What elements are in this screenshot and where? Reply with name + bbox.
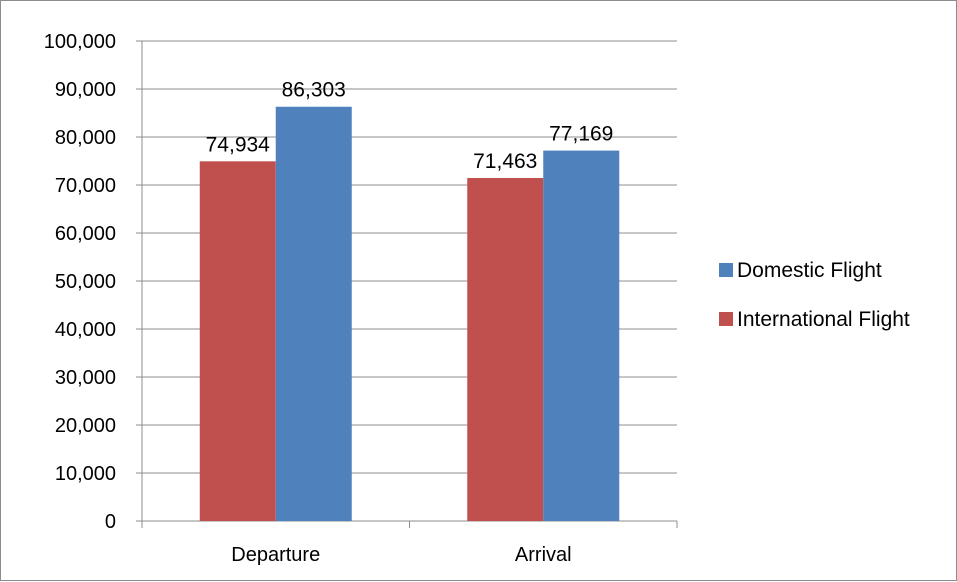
legend-label: International Flight: [737, 308, 910, 331]
data-labels: 74,934 86,303 71,463 77,169: [206, 79, 614, 173]
y-tick-label: 90,000: [55, 79, 116, 101]
bars: [199, 106, 620, 521]
data-label: 77,169: [549, 123, 613, 146]
bar: [543, 150, 620, 521]
y-tick-label: 30,000: [55, 367, 116, 389]
axes: 0 10,000 20,000 30,000 40,000 50,000 60,000 70,…: [44, 31, 678, 566]
bar: [467, 177, 544, 521]
y-tick-label: 70,000: [55, 175, 116, 197]
y-tick-label: 40,000: [55, 319, 116, 341]
data-label: 71,463: [473, 150, 537, 173]
y-tick-label: 50,000: [55, 271, 116, 293]
data-label: 74,934: [206, 133, 271, 156]
x-tick-label: Arrival: [515, 544, 572, 566]
y-tick-label: 80,000: [55, 127, 116, 149]
legend-swatch: [719, 263, 733, 277]
x-tick-label: Departure: [231, 544, 320, 566]
bar: [199, 161, 276, 521]
legend-swatch: [719, 312, 733, 326]
bar: [275, 106, 352, 521]
y-tick-label: 60,000: [55, 223, 116, 245]
y-tick-label: 0: [105, 511, 116, 533]
y-tick-label: 100,000: [44, 31, 116, 53]
y-tick-label: 20,000: [55, 415, 116, 437]
y-tick-label: 10,000: [55, 463, 116, 485]
legend: Domestic Flight International Flight: [719, 259, 910, 331]
legend-label: Domestic Flight: [737, 259, 882, 282]
data-label: 86,303: [282, 79, 346, 102]
